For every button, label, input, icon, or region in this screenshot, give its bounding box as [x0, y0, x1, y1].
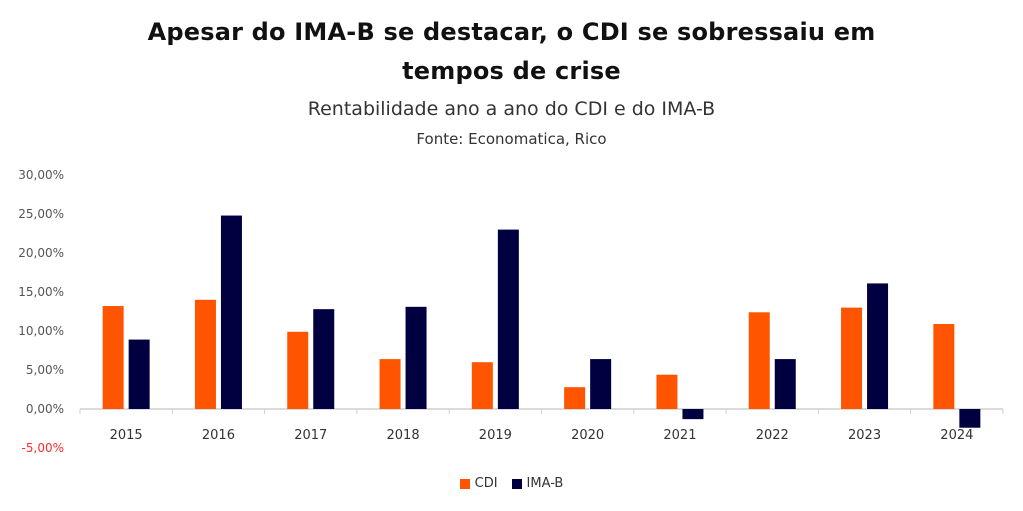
x-tick-label: 2023 — [848, 428, 881, 443]
bar-cdi-2021 — [656, 374, 678, 409]
y-tick-label: 0,00% — [26, 402, 64, 416]
chart-title-line-2: tempos de crise — [402, 57, 621, 85]
x-tick-label: 2015 — [110, 428, 143, 443]
bar-ima-b-2018 — [405, 306, 427, 409]
bar-ima-b-2016 — [220, 215, 242, 409]
x-tick-label: 2024 — [940, 428, 973, 443]
bar-cdi-2020 — [564, 387, 586, 409]
bar-ima-b-2020 — [590, 359, 612, 409]
bar-ima-b-2021 — [682, 409, 704, 420]
y-tick-label: 25,00% — [18, 207, 64, 221]
x-tick-label: 2022 — [756, 428, 789, 443]
bar-ima-b-2022 — [774, 359, 796, 409]
bar-cdi-2015 — [102, 306, 124, 409]
bar-cdi-2022 — [748, 312, 770, 409]
y-tick-label: -5,00% — [22, 441, 64, 455]
y-tick-label: 30,00% — [18, 168, 64, 182]
bar-cdi-2018 — [379, 359, 401, 409]
legend-item-cdi: CDI — [459, 476, 498, 491]
y-tick-label: 5,00% — [26, 363, 64, 377]
x-tick-label: 2020 — [571, 428, 604, 443]
x-tick-label: 2016 — [202, 428, 235, 443]
legend: CDI IMA-B — [0, 476, 1023, 491]
x-tick-label: 2021 — [663, 428, 696, 443]
bar-ima-b-2023 — [867, 283, 889, 409]
bar-ima-b-2019 — [497, 229, 519, 409]
bar-cdi-2024 — [933, 323, 955, 409]
chart-title-line-1: Apesar do IMA-B se destacar, o CDI se so… — [147, 18, 876, 46]
bar-cdi-2019 — [471, 362, 493, 409]
x-tick-label: 2019 — [479, 428, 512, 443]
y-tick-label: 10,00% — [18, 324, 64, 338]
bar-ima-b-2015 — [128, 339, 150, 409]
bar-ima-b-2024 — [959, 409, 981, 428]
legend-label-ima-b: IMA-B — [526, 476, 564, 491]
chart-source: Fonte: Economatica, Rico — [416, 130, 607, 148]
y-tick-label: 15,00% — [18, 285, 64, 299]
chart-subtitle: Rentabilidade ano a ano do CDI e do IMA-… — [307, 98, 716, 120]
legend-swatch-ima-b — [511, 478, 522, 489]
bar-cdi-2016 — [194, 299, 216, 409]
bar-cdi-2017 — [287, 331, 309, 409]
x-tick-label: 2017 — [294, 428, 327, 443]
y-tick-label: 20,00% — [18, 246, 64, 260]
bar-ima-b-2017 — [313, 309, 335, 409]
bar-cdi-2023 — [841, 307, 863, 409]
legend-item-ima-b: IMA-B — [511, 476, 564, 491]
x-tick-label: 2018 — [387, 428, 420, 443]
legend-label-cdi: CDI — [474, 476, 498, 491]
legend-swatch-cdi — [459, 478, 470, 489]
